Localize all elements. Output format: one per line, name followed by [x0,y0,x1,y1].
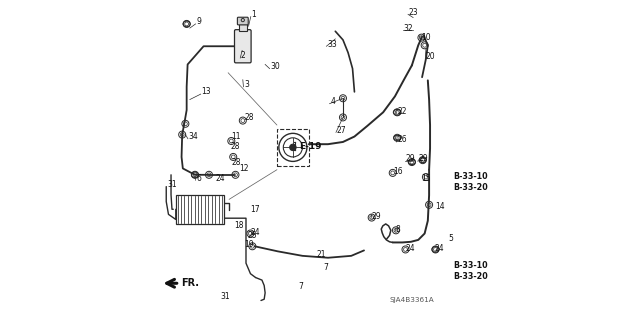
Text: 31: 31 [168,180,177,189]
Text: 24: 24 [250,228,260,237]
Text: 10: 10 [422,33,431,42]
Bar [176,195,223,224]
Text: B-33-10: B-33-10 [453,172,488,181]
Text: 17: 17 [250,205,260,214]
Text: 24: 24 [216,174,225,182]
Text: 25: 25 [247,231,257,240]
Text: 27: 27 [337,126,346,135]
Text: 23: 23 [409,8,419,17]
Text: 34: 34 [189,132,198,141]
Text: 14: 14 [435,202,445,211]
Text: 24: 24 [434,244,444,253]
Bar [277,129,308,166]
Text: 20: 20 [426,52,436,61]
Circle shape [290,144,296,151]
Text: FR.: FR. [181,278,199,288]
Text: 26: 26 [397,135,407,144]
Text: 29: 29 [419,154,428,163]
Text: 28: 28 [244,113,253,122]
Text: SJA4B3361A: SJA4B3361A [390,298,435,303]
Text: 28: 28 [231,158,241,167]
Text: 12: 12 [239,164,249,173]
Text: 9: 9 [196,17,201,26]
Text: 19: 19 [244,241,253,249]
Text: 3: 3 [244,80,249,89]
Text: 29: 29 [372,212,381,221]
Text: 8: 8 [396,225,401,234]
Text: 22: 22 [397,107,406,115]
Text: 11: 11 [231,132,241,141]
Text: E-19: E-19 [300,142,322,151]
Text: 7: 7 [324,263,329,272]
Text: B-33-20: B-33-20 [453,272,488,281]
FancyBboxPatch shape [234,30,251,63]
Text: 13: 13 [202,87,211,96]
Text: 21: 21 [316,250,326,259]
Text: B-33-10: B-33-10 [453,261,488,270]
Text: 4: 4 [330,97,335,106]
Bar [239,24,246,31]
Text: 29: 29 [406,154,415,163]
Text: 15: 15 [422,174,431,182]
Text: 24: 24 [406,244,415,253]
Text: 30: 30 [271,62,280,71]
Text: 31: 31 [220,292,230,300]
Text: 1: 1 [252,10,256,19]
Text: 28: 28 [230,142,239,151]
Text: 16: 16 [393,167,403,176]
Text: 7: 7 [298,282,303,291]
Text: 33: 33 [327,40,337,48]
Text: 6: 6 [196,174,201,182]
Text: 32: 32 [404,24,413,33]
Text: B-33-20: B-33-20 [453,183,488,192]
Text: 5: 5 [448,234,453,243]
Text: 18: 18 [234,221,244,230]
FancyBboxPatch shape [237,17,248,25]
Text: 2: 2 [241,51,246,60]
